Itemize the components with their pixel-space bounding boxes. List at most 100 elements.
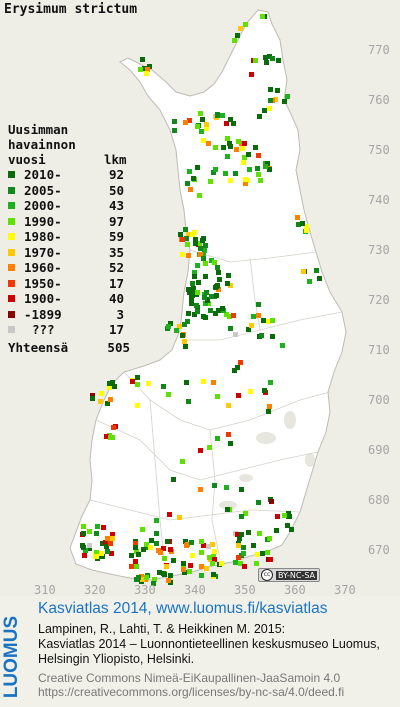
record-square	[198, 246, 203, 251]
record-square	[317, 276, 322, 281]
record-square	[211, 380, 216, 385]
record-square	[82, 553, 87, 558]
legend-count: 52	[108, 260, 124, 276]
y-tick-label: 770	[368, 43, 390, 57]
record-square	[183, 120, 188, 125]
record-square	[215, 436, 220, 441]
record-square	[133, 545, 138, 550]
record-square	[166, 324, 171, 329]
record-square	[186, 399, 191, 404]
legend-label: 2005-	[24, 182, 62, 198]
legend-rows: 2010- 92 2005- 50 2000- 43 1990- 97 1980- 59 …	[8, 167, 130, 338]
record-square	[243, 181, 248, 186]
record-square	[226, 403, 231, 408]
record-square	[215, 113, 220, 118]
record-square	[105, 549, 110, 554]
x-tick-label: 340	[184, 583, 206, 597]
license-url[interactable]: https://creativecommons.org/licenses/by-…	[38, 685, 345, 699]
record-square	[134, 564, 139, 569]
record-square	[193, 241, 198, 246]
record-square	[228, 326, 233, 331]
record-square	[130, 379, 135, 384]
record-square	[195, 290, 200, 295]
y-tick-label: 670	[368, 543, 390, 557]
map-area: Erysimum strictum Uusimman havainnon vuo…	[4, 2, 390, 597]
record-square	[81, 531, 86, 536]
record-square	[267, 106, 272, 111]
record-square	[98, 399, 103, 404]
record-square	[220, 306, 225, 311]
record-square	[168, 321, 173, 326]
record-square	[140, 577, 145, 582]
record-square	[189, 300, 194, 305]
record-square	[171, 477, 176, 482]
record-square	[184, 236, 189, 241]
record-square	[216, 270, 221, 275]
record-square	[129, 564, 134, 569]
legend-row: 2005- 50	[8, 183, 130, 199]
record-square	[238, 561, 243, 566]
record-square	[273, 97, 278, 102]
record-square	[93, 554, 98, 559]
record-square	[136, 575, 141, 580]
legend-row: 1900- 40	[8, 291, 130, 307]
record-square	[247, 167, 252, 172]
record-square	[186, 311, 191, 316]
legend-total-count: 505	[107, 339, 130, 355]
record-square	[237, 536, 242, 541]
record-square	[185, 181, 190, 186]
record-square	[287, 514, 292, 519]
legend: Uusimman havainnon vuosi lkm 2010- 92 200…	[8, 122, 130, 355]
legend-count: 59	[108, 229, 124, 245]
record-square	[161, 546, 166, 551]
record-square	[104, 434, 109, 439]
record-square	[259, 333, 264, 338]
record-square	[204, 566, 209, 571]
record-square	[201, 138, 206, 143]
record-square	[144, 545, 149, 550]
y-tick-label: 750	[368, 143, 390, 157]
record-square	[180, 237, 185, 242]
license-badge[interactable]: cc BY-NC-SA	[258, 568, 320, 582]
legend-row: 1990- 97	[8, 214, 130, 230]
record-square	[263, 164, 268, 169]
record-square	[243, 177, 248, 182]
luomus-logo: LUOMUS	[1, 615, 22, 699]
record-square	[152, 577, 157, 582]
record-square	[262, 388, 267, 393]
record-square	[110, 380, 115, 385]
record-square	[238, 26, 243, 31]
record-square	[195, 165, 200, 170]
record-square	[231, 121, 236, 126]
legend-header: Uusimman havainnon vuosi lkm	[8, 122, 130, 167]
citation-line: Helsingin Yliopisto, Helsinki.	[38, 652, 195, 666]
record-square	[165, 539, 170, 544]
record-square	[177, 324, 182, 329]
record-square	[307, 279, 312, 284]
record-square	[202, 295, 207, 300]
record-square	[94, 550, 99, 555]
record-square	[233, 332, 238, 337]
record-square	[95, 524, 100, 529]
record-square	[227, 314, 232, 319]
record-square	[267, 167, 272, 172]
record-square	[208, 179, 213, 184]
record-square	[148, 545, 153, 550]
legend-row: 2010- 92	[8, 167, 130, 183]
record-square	[201, 236, 206, 241]
record-square	[190, 553, 195, 558]
record-square	[190, 290, 195, 295]
y-tick-label: 680	[368, 493, 390, 507]
record-square	[220, 113, 225, 118]
record-square	[191, 176, 196, 181]
record-square	[228, 144, 233, 149]
record-square	[201, 256, 206, 261]
record-square	[275, 514, 280, 519]
record-square	[199, 550, 204, 555]
record-square	[154, 518, 159, 523]
record-square	[215, 394, 220, 399]
legend-swatch	[8, 233, 15, 241]
record-square	[233, 560, 238, 565]
footer-link[interactable]: Kasviatlas 2014, www.luomus.fi/kasviatla…	[38, 600, 328, 617]
record-square	[275, 88, 280, 93]
